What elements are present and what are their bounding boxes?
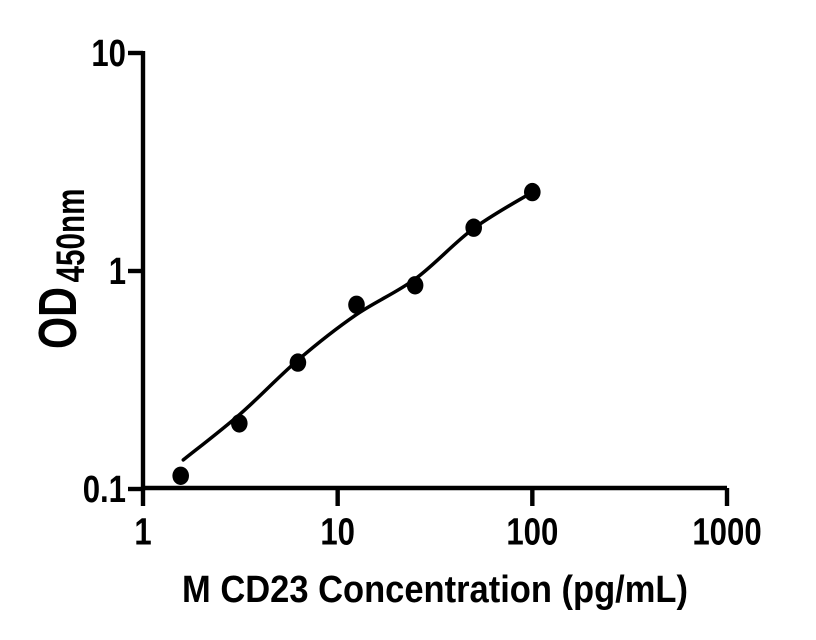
x-axis-title: M CD23 Concentration (pg/mL): [182, 569, 688, 611]
x-tick-label: 1: [134, 512, 151, 554]
y-tick-label: 10: [91, 33, 126, 75]
data-point-2: [231, 414, 248, 433]
y-tick-label: 0.1: [83, 469, 126, 511]
data-point-7: [524, 182, 541, 202]
data-point-3: [289, 353, 307, 372]
y-axis-title-main: OD: [28, 287, 88, 349]
y-axis-title-subscript: 450nm: [49, 189, 93, 283]
y-tick-label: 1: [109, 251, 126, 293]
y-axis-title: OD 450nm: [28, 189, 93, 349]
x-tick-label: 100: [506, 512, 558, 554]
data-point-5: [406, 276, 424, 295]
data-point-6: [465, 218, 483, 237]
x-tick-label: 10: [320, 512, 355, 554]
x-tick-label: 1000: [692, 512, 761, 554]
data-point-4: [348, 295, 365, 314]
data-point-1: [172, 466, 189, 485]
